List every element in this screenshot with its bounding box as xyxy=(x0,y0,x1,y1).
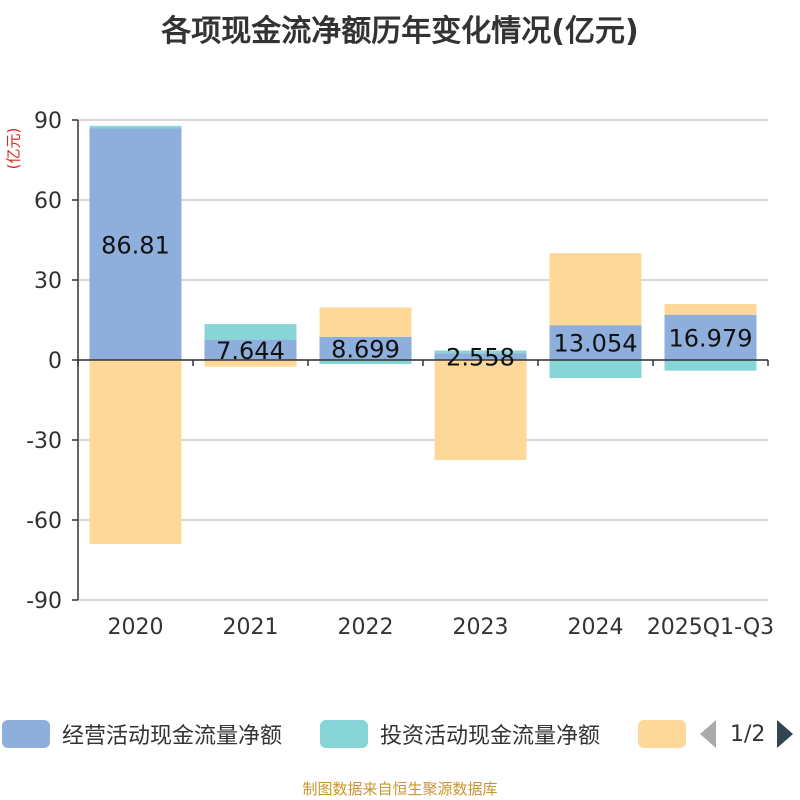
bar-investing-2025Q1-Q3 xyxy=(664,360,757,371)
data-label-operating: 16.979 xyxy=(669,324,753,352)
y-tick-label: -90 xyxy=(26,589,62,614)
legend-label-operating: 经营活动现金流量净额 xyxy=(62,724,283,749)
bar-financing-2024 xyxy=(549,253,642,326)
y-tick-label: 30 xyxy=(34,269,62,294)
chart-title: 各项现金流净额历年变化情况(亿元) xyxy=(161,14,639,49)
bar-operating-2024 xyxy=(549,325,642,360)
legend-swatch-financing xyxy=(638,720,686,748)
bar-operating-2025Q1-Q3 xyxy=(664,314,757,360)
legend-swatch-investing xyxy=(320,720,368,748)
y-tick-label: 0 xyxy=(48,349,62,374)
bar-investing-2023 xyxy=(434,350,527,354)
bar-investing-2021 xyxy=(204,324,297,340)
legend-label-investing: 投资活动现金流量净额 xyxy=(380,724,601,749)
x-category-label: 2023 xyxy=(453,615,509,640)
pager-next-icon[interactable] xyxy=(777,720,794,748)
legend-item-operating[interactable]: 经营活动现金流量净额 xyxy=(2,719,282,749)
bar-investing-2024 xyxy=(549,360,642,379)
stacked-bar-chart: 90 60 30 0 -30 -60 -90 86.81 7.644 8.699 2.558 13.0… xyxy=(26,109,774,640)
bar-financing-2020 xyxy=(89,360,182,544)
source-note: 制图数据来自恒生聚源数据库 xyxy=(302,780,498,798)
y-tick-label: -30 xyxy=(26,429,62,454)
data-label-operating: 13.054 xyxy=(554,330,638,358)
data-label-operating: 7.644 xyxy=(216,337,285,365)
pager-prev-icon[interactable] xyxy=(700,720,716,748)
bar-financing-2023 xyxy=(434,360,527,460)
pager-page-indicator: 1/2 xyxy=(730,721,766,747)
y-tick-label: 60 xyxy=(34,189,62,214)
bar-financing-2022 xyxy=(319,307,412,337)
bar-operating-2021 xyxy=(204,339,297,360)
bar-operating-2023 xyxy=(434,353,527,360)
bar-investing-2022 xyxy=(319,360,412,364)
x-category-label: 2022 xyxy=(338,615,394,640)
x-category-label: 2025Q1-Q3 xyxy=(647,615,774,640)
data-label-operating: 86.81 xyxy=(101,231,170,259)
x-category-label: 2021 xyxy=(223,615,279,640)
legend-item-financing[interactable] xyxy=(638,719,698,749)
legend: 经营活动现金流量净额 投资活动现金流量净额 1/2 xyxy=(0,715,800,755)
bar-operating-2020 xyxy=(89,128,182,360)
bar-financing-2021 xyxy=(204,360,297,367)
y-tick-label: 90 xyxy=(34,109,62,134)
legend-swatch-operating xyxy=(2,720,50,748)
data-label-operating: 8.699 xyxy=(331,335,400,363)
bar-investing-2020 xyxy=(89,125,182,129)
legend-pager: 1/2 xyxy=(700,719,794,749)
bar-financing-2025Q1-Q3 xyxy=(664,304,757,315)
x-category-label: 2024 xyxy=(568,615,624,640)
y-tick-label: -60 xyxy=(26,509,62,534)
legend-item-investing[interactable]: 投资活动现金流量净额 xyxy=(320,719,600,749)
x-category-label: 2020 xyxy=(108,615,164,640)
bar-operating-2022 xyxy=(319,336,412,360)
data-label-operating: 2.558 xyxy=(446,344,515,372)
